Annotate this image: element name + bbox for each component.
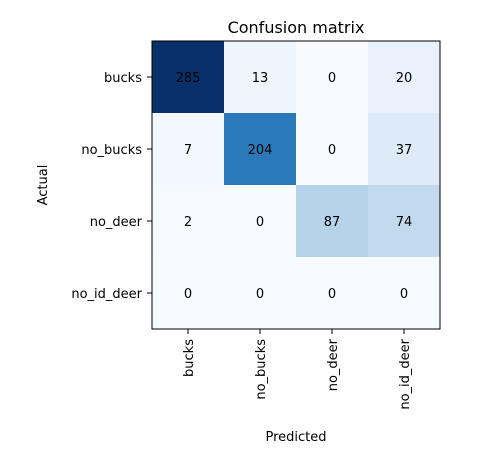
heatmap-value-labels: 285 13 0 207 204 0 372 0 87 740 0 0 0 xyxy=(176,71,413,302)
plot-frame xyxy=(151,40,441,330)
cell-value-label-bucks-no_deer: 0 xyxy=(328,71,336,86)
heatmap-cell-no_deer-no_id_deer xyxy=(368,185,440,257)
x-tick-label-no_deer: no_deer xyxy=(326,338,341,391)
heatmap-cell-no_bucks-no_bucks xyxy=(224,113,296,185)
cell-value-label-no_deer-bucks: 2 xyxy=(184,215,192,230)
cell-value-label-no_bucks-no_id_deer: 37 xyxy=(396,143,413,158)
heatmap-cells xyxy=(152,41,440,329)
x-tick-label-no_bucks: no_bucks xyxy=(254,339,269,400)
cell-value-label-no_id_deer-bucks: 0 xyxy=(184,287,192,302)
cell-value-label-no_deer-no_bucks: 0 xyxy=(256,215,264,230)
y-tick-label-no_bucks: no_bucks xyxy=(81,143,142,158)
cell-value-label-no_id_deer-no_id_deer: 0 xyxy=(400,287,408,302)
x-axis-label: Predicted xyxy=(265,430,326,445)
x-tick-label-no_id_deer: no_id_deer xyxy=(398,338,413,409)
y-tick-label-bucks: bucks xyxy=(104,71,142,86)
cell-value-label-no_bucks-no_deer: 0 xyxy=(328,143,336,158)
cell-value-label-no_id_deer-no_deer: 0 xyxy=(328,287,336,302)
heatmap-cell-bucks-no_deer xyxy=(296,41,368,113)
cell-value-label-no_id_deer-no_bucks: 0 xyxy=(256,287,264,302)
x-tick-label-bucks: bucks xyxy=(182,339,197,377)
cell-value-label-bucks-no_bucks: 13 xyxy=(252,71,269,86)
heatmap-cell-no_id_deer-bucks xyxy=(152,257,224,329)
cell-value-label-no_bucks-no_bucks: 204 xyxy=(248,143,273,158)
y-tick-label-no_id_deer: no_id_deer xyxy=(71,287,142,302)
chart-title: Confusion matrix xyxy=(228,18,365,37)
y-tick-label-no_deer: no_deer xyxy=(90,215,143,230)
heatmap-cell-no_id_deer-no_deer xyxy=(296,257,368,329)
heatmap-cell-no_id_deer-no_id_deer xyxy=(368,257,440,329)
heatmap-cell-no_bucks-bucks xyxy=(152,113,224,185)
heatmap-cell-bucks-no_id_deer xyxy=(368,41,440,113)
heatmap-cell-no_bucks-no_id_deer xyxy=(368,113,440,185)
heatmap-cell-no_deer-bucks xyxy=(152,185,224,257)
cell-value-label-bucks-no_id_deer: 20 xyxy=(396,71,413,86)
cell-value-label-no_deer-no_id_deer: 74 xyxy=(396,215,413,230)
heatmap-cell-no_deer-no_deer xyxy=(296,185,368,257)
heatmap-cell-no_bucks-no_deer xyxy=(296,113,368,185)
heatmap-cell-bucks-no_bucks xyxy=(224,41,296,113)
cell-value-label-bucks-bucks: 285 xyxy=(176,71,201,86)
heatmap-cell-no_deer-no_bucks xyxy=(224,185,296,257)
cell-value-label-no_bucks-bucks: 7 xyxy=(184,143,192,158)
y-axis-label: Actual xyxy=(36,165,51,206)
cell-value-label-no_deer-no_deer: 87 xyxy=(324,215,341,230)
heatmap-cell-bucks-bucks xyxy=(152,41,224,113)
heatmap-cell-no_id_deer-no_bucks xyxy=(224,257,296,329)
